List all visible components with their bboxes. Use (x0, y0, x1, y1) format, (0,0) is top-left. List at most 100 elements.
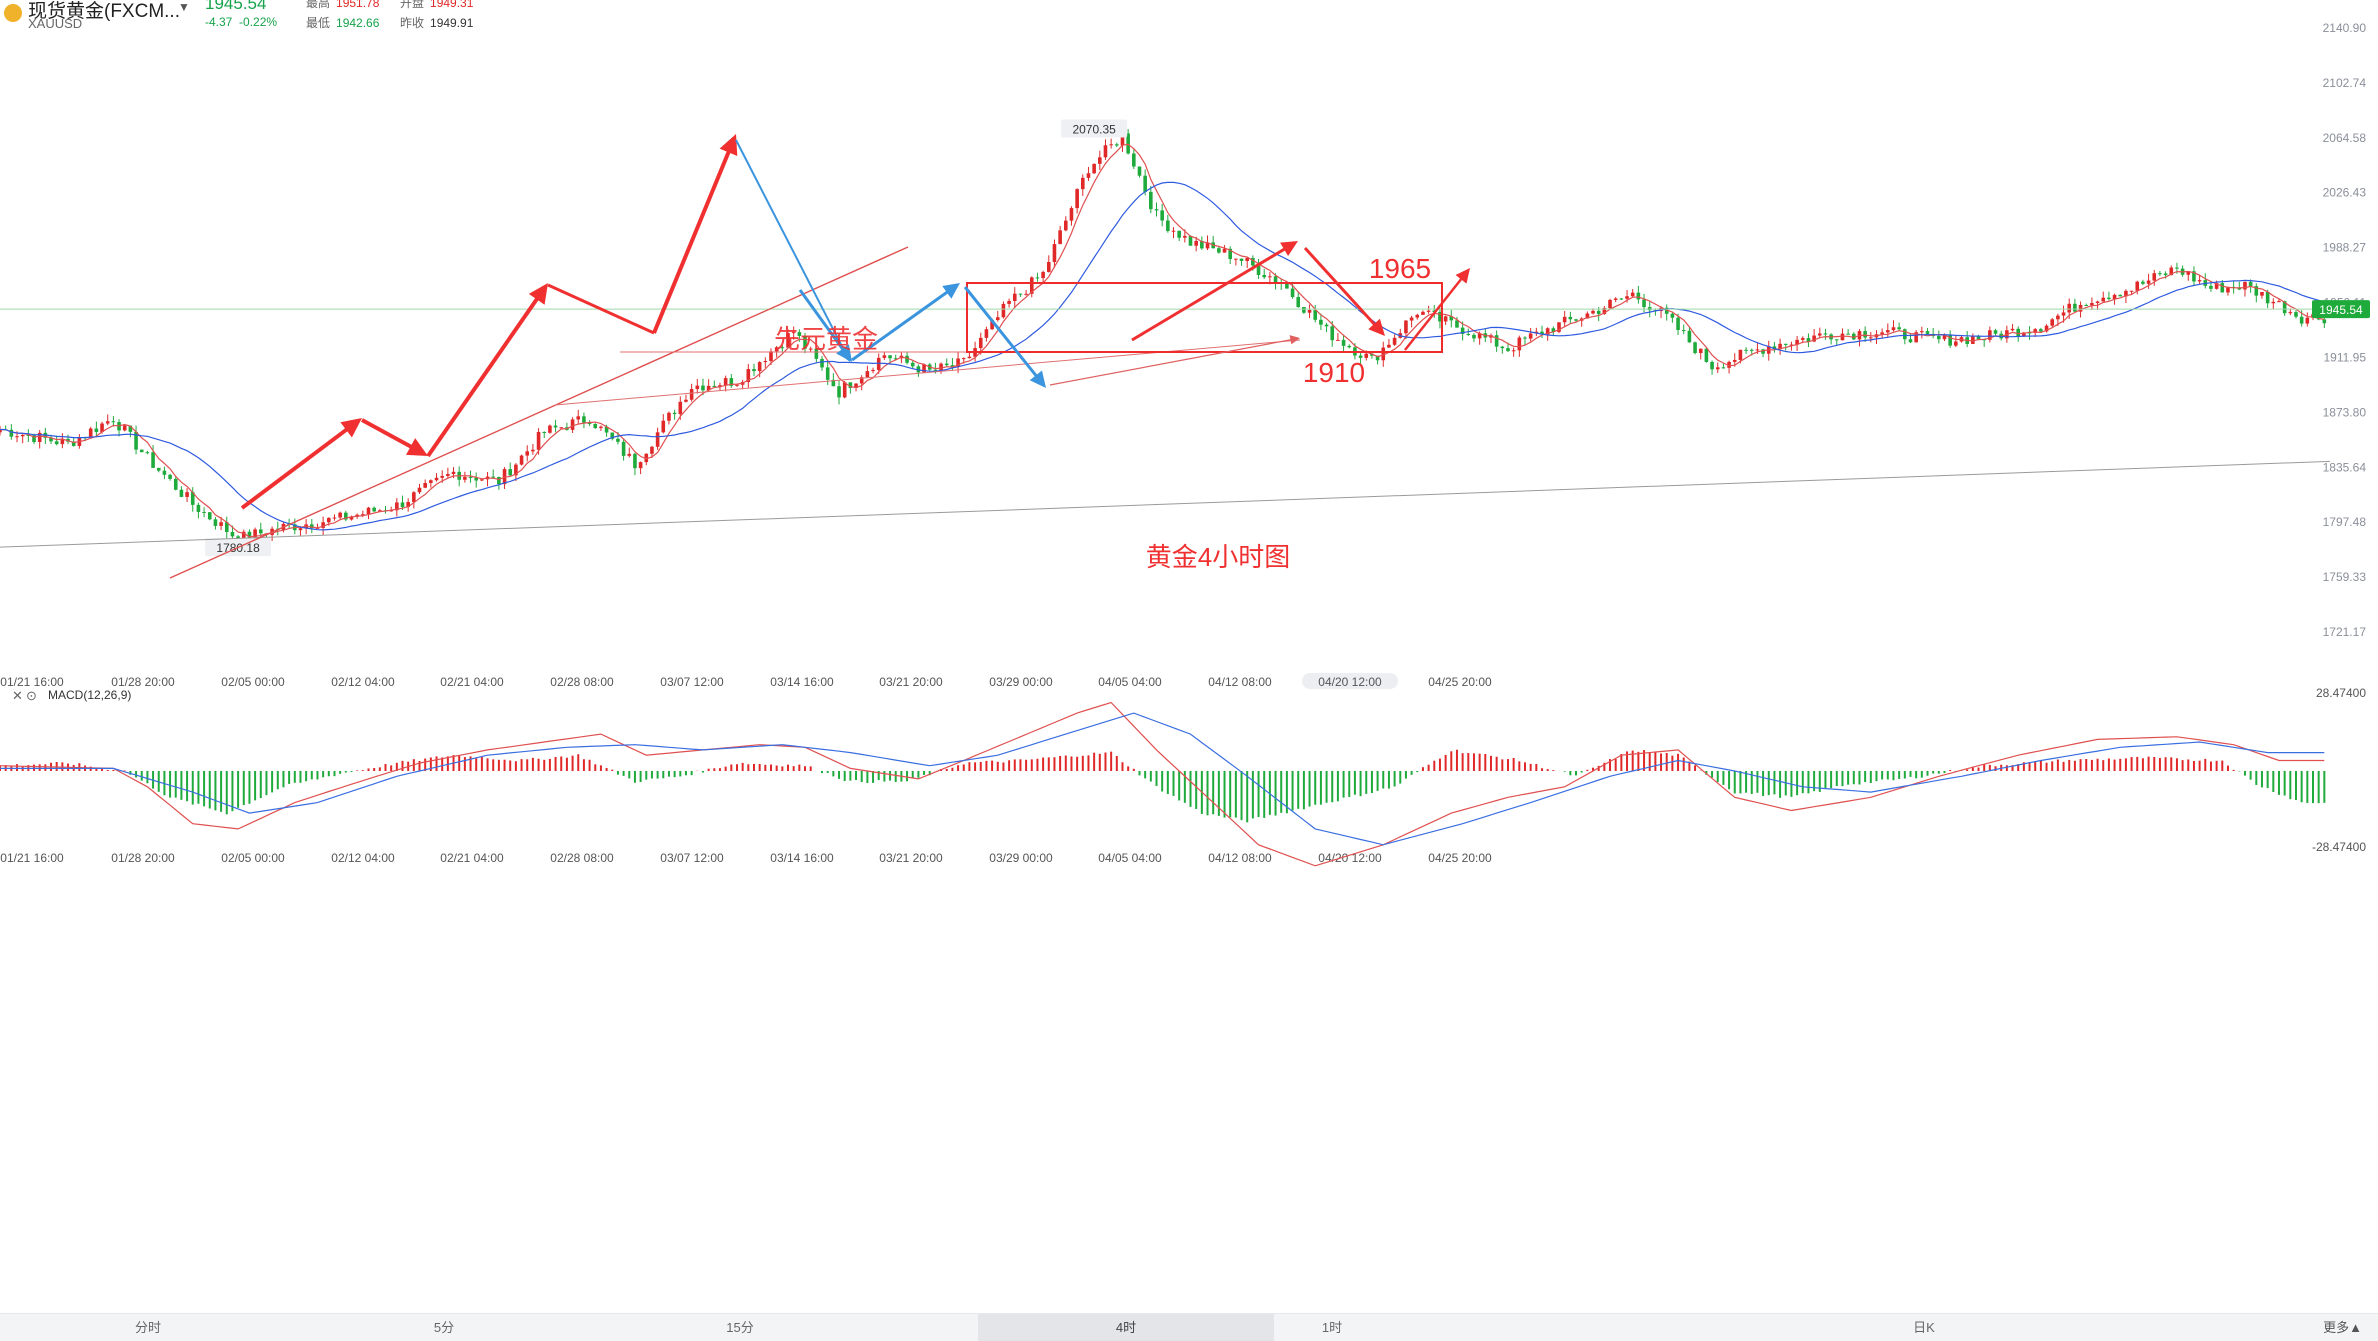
candle-body (247, 531, 252, 540)
candle-body (1273, 276, 1278, 283)
candle-body (1636, 292, 1641, 300)
candle-body (366, 507, 371, 515)
x-tick-label: 03/21 20:00 (879, 675, 943, 689)
candle-body (519, 455, 524, 465)
y-tick-label: 2140.90 (2323, 21, 2367, 35)
candle-body (2095, 301, 2100, 304)
candle-body (88, 428, 93, 438)
candle-body (1886, 330, 1890, 333)
candle-body (406, 501, 410, 508)
close-icon: ✕ (12, 688, 23, 703)
candle-body (2226, 286, 2230, 293)
price-change: -4.37 -0.22% (205, 15, 278, 29)
macd-x-tick-label: 04/20 12:00 (1318, 851, 1382, 865)
red-arrow-head (340, 418, 362, 438)
tab-2[interactable]: 15分 (726, 1320, 754, 1335)
candle-body (2277, 301, 2281, 303)
candle-body (1721, 367, 1726, 369)
candle-body (9, 429, 14, 437)
y-tick-label: 1759.33 (2323, 570, 2367, 584)
candle-body (1290, 288, 1295, 297)
red-arrow (1404, 274, 1466, 351)
red-arrow (1303, 246, 1379, 330)
candle-body (1545, 328, 1550, 335)
high-marker: 2070.35 (1072, 123, 1116, 137)
candle-body (1126, 133, 1130, 154)
candle-body (139, 449, 144, 453)
candle-body (321, 522, 325, 528)
candle-body (2027, 332, 2032, 334)
candle-body (1358, 355, 1363, 358)
candle-body (1806, 338, 1811, 342)
candle-body (94, 428, 99, 432)
candle-body (610, 432, 615, 439)
candle-body (525, 451, 530, 456)
y-tick-label: 2026.43 (2323, 186, 2367, 200)
macd-x-tick-label: 02/12 04:00 (331, 851, 395, 865)
candle-body (100, 423, 104, 432)
candle-body (542, 431, 547, 433)
candle-body (213, 519, 218, 526)
candle-body (2209, 285, 2213, 289)
long-trend-line (0, 460, 2331, 548)
candle-body (1392, 337, 1397, 345)
candle-body (1664, 307, 1669, 314)
candle-body (463, 476, 467, 480)
candle-body (514, 464, 518, 476)
more-button[interactable]: 更多▲ (2323, 1320, 2362, 1335)
candle-body (1562, 316, 1567, 323)
candle-body (1840, 333, 1845, 341)
candle-body (763, 361, 768, 363)
candle-body (15, 436, 19, 438)
candle-body (854, 383, 858, 388)
candle-body (417, 487, 422, 493)
candle-body (2186, 271, 2191, 275)
candle-body (1948, 334, 1952, 346)
red-thin-arrow (1049, 338, 1294, 386)
candle-body (831, 379, 836, 387)
candle-body (1732, 359, 1737, 362)
candle-body (145, 452, 150, 454)
candle-body (423, 482, 427, 488)
macd-label: MACD(12,26,9) (48, 688, 131, 702)
x-tick-label: 03/29 00:00 (989, 675, 1053, 689)
candle-body (978, 337, 983, 349)
candle-body (1851, 333, 1856, 340)
candle-body (1137, 166, 1142, 176)
candle-body (548, 425, 552, 433)
candle-body (667, 412, 671, 421)
candle-body (729, 378, 734, 386)
tab-4[interactable]: 1时 (1321, 1320, 1343, 1335)
level-1965-label: 1965 (1369, 253, 1431, 284)
candle-body (1330, 326, 1335, 341)
candle-body (2158, 273, 2162, 275)
tab-1[interactable]: 5分 (433, 1320, 455, 1335)
candle-body (2010, 328, 2015, 331)
chevron-down-icon[interactable]: ▼ (178, 0, 190, 14)
candle-body (706, 385, 711, 391)
candle-body (400, 502, 405, 508)
candle-body (684, 399, 688, 402)
tab-5[interactable]: 4时 (978, 1314, 1274, 1341)
candle-body (2050, 319, 2055, 326)
candle-body (1761, 349, 1765, 354)
candle-body (1222, 248, 1227, 253)
candle-body (2061, 312, 2066, 316)
candle-body (808, 348, 813, 350)
macd-x-tick-label: 03/07 12:00 (660, 851, 724, 865)
candle-body (984, 329, 989, 338)
tab-6[interactable]: 日K (1913, 1320, 1935, 1335)
instrument-name[interactable]: 现货黄金(FXCM... (28, 1, 180, 22)
red-arrow-head (1368, 318, 1385, 336)
lower-channel-line (554, 339, 1301, 406)
candle-body (1256, 265, 1261, 275)
ma-line-long (0, 181, 2325, 531)
candle-body (1596, 310, 1601, 315)
x-tick-label: 02/12 04:00 (331, 675, 395, 689)
candle-body (1976, 336, 1981, 340)
candle-body (956, 358, 960, 367)
candle-body (1341, 339, 1346, 346)
candle-body (474, 477, 479, 481)
tab-0[interactable]: 分时 (134, 1320, 161, 1335)
